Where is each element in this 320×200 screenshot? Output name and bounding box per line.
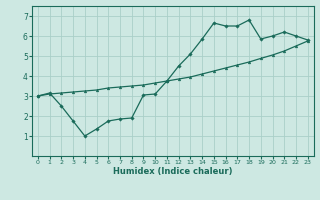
- X-axis label: Humidex (Indice chaleur): Humidex (Indice chaleur): [113, 167, 233, 176]
